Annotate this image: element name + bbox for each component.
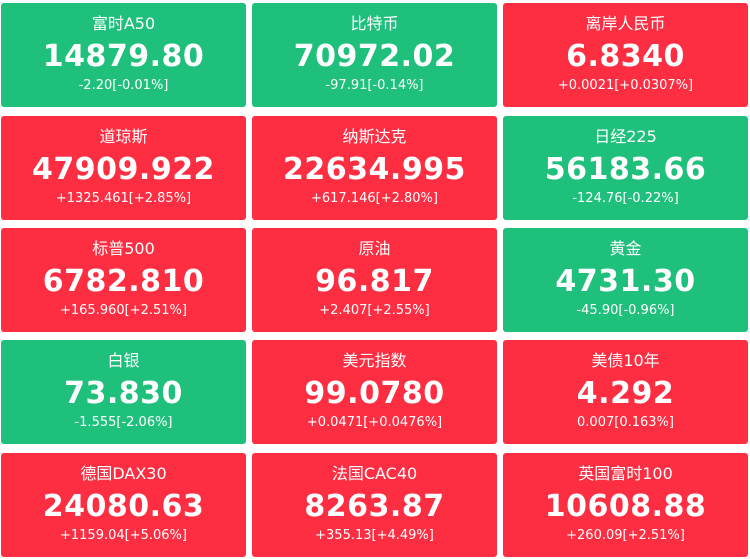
market-tile[interactable]: 美元指数 99.0780 +0.0471[+0.0476%] xyxy=(252,340,497,444)
market-change: -45.90[-0.96%] xyxy=(576,303,675,318)
market-price: 4.292 xyxy=(576,376,675,411)
market-change: +165.960[+2.51%] xyxy=(60,303,187,318)
market-name: 道琼斯 xyxy=(99,127,148,146)
market-price: 8263.87 xyxy=(304,489,445,524)
market-name: 英国富时100 xyxy=(578,464,673,483)
market-tile[interactable]: 纳斯达克 22634.995 +617.146[+2.80%] xyxy=(252,116,497,220)
market-tile[interactable]: 离岸人民币 6.8340 +0.0021[+0.0307%] xyxy=(503,3,748,107)
market-name: 美债10年 xyxy=(591,351,660,370)
market-change: +260.09[+2.51%] xyxy=(566,528,685,543)
market-price: 22634.995 xyxy=(283,152,466,187)
market-name: 原油 xyxy=(358,239,391,258)
market-price: 47909.922 xyxy=(32,152,215,187)
market-tile[interactable]: 法国CAC40 8263.87 +355.13[+4.49%] xyxy=(252,453,497,557)
market-price: 6.8340 xyxy=(566,39,685,74)
market-change: +2.407[+2.55%] xyxy=(319,303,430,318)
market-name: 离岸人民币 xyxy=(585,14,666,33)
market-price: 99.0780 xyxy=(304,376,445,411)
market-name: 比特币 xyxy=(350,14,399,33)
market-change: +355.13[+4.49%] xyxy=(315,528,434,543)
market-name: 日经225 xyxy=(594,127,657,146)
market-price: 70972.02 xyxy=(293,39,456,74)
market-tile[interactable]: 道琼斯 47909.922 +1325.461[+2.85%] xyxy=(1,116,246,220)
market-tile[interactable]: 富时A50 14879.80 -2.20[-0.01%] xyxy=(1,3,246,107)
market-tile[interactable]: 美债10年 4.292 0.007[0.163%] xyxy=(503,340,748,444)
market-name: 白银 xyxy=(107,351,140,370)
market-price: 10608.88 xyxy=(544,489,707,524)
market-name: 黄金 xyxy=(609,239,642,258)
market-change: -1.555[-2.06%] xyxy=(74,415,173,430)
market-name: 美元指数 xyxy=(342,351,407,370)
market-price: 24080.63 xyxy=(42,489,205,524)
market-change: -2.20[-0.01%] xyxy=(78,78,169,93)
market-price: 96.817 xyxy=(315,264,434,299)
market-tile[interactable]: 白银 73.830 -1.555[-2.06%] xyxy=(1,340,246,444)
market-change: +617.146[+2.80%] xyxy=(311,191,438,206)
market-change: +0.0471[+0.0476%] xyxy=(306,415,443,430)
market-price: 73.830 xyxy=(64,376,183,411)
market-change: +1325.461[+2.85%] xyxy=(55,191,192,206)
market-name: 标普500 xyxy=(92,239,155,258)
market-change: +1159.04[+5.06%] xyxy=(60,528,187,543)
market-tile[interactable]: 日经225 56183.66 -124.76[-0.22%] xyxy=(503,116,748,220)
market-tile[interactable]: 比特币 70972.02 -97.91[-0.14%] xyxy=(252,3,497,107)
market-tile[interactable]: 英国富时100 10608.88 +260.09[+2.51%] xyxy=(503,453,748,557)
market-tile[interactable]: 原油 96.817 +2.407[+2.55%] xyxy=(252,228,497,332)
market-name: 德国DAX30 xyxy=(80,464,167,483)
market-price: 4731.30 xyxy=(555,264,696,299)
market-change: -97.91[-0.14%] xyxy=(325,78,424,93)
market-price: 14879.80 xyxy=(42,39,205,74)
market-change: +0.0021[+0.0307%] xyxy=(557,78,694,93)
market-change: 0.007[0.163%] xyxy=(577,415,674,430)
market-price: 56183.66 xyxy=(544,152,707,187)
market-change: -124.76[-0.22%] xyxy=(572,191,679,206)
market-tile[interactable]: 德国DAX30 24080.63 +1159.04[+5.06%] xyxy=(1,453,246,557)
market-tile[interactable]: 黄金 4731.30 -45.90[-0.96%] xyxy=(503,228,748,332)
market-name: 纳斯达克 xyxy=(342,127,407,146)
market-price: 6782.810 xyxy=(42,264,205,299)
market-name: 法国CAC40 xyxy=(331,464,418,483)
market-name: 富时A50 xyxy=(91,14,156,33)
market-tile[interactable]: 标普500 6782.810 +165.960[+2.51%] xyxy=(1,228,246,332)
